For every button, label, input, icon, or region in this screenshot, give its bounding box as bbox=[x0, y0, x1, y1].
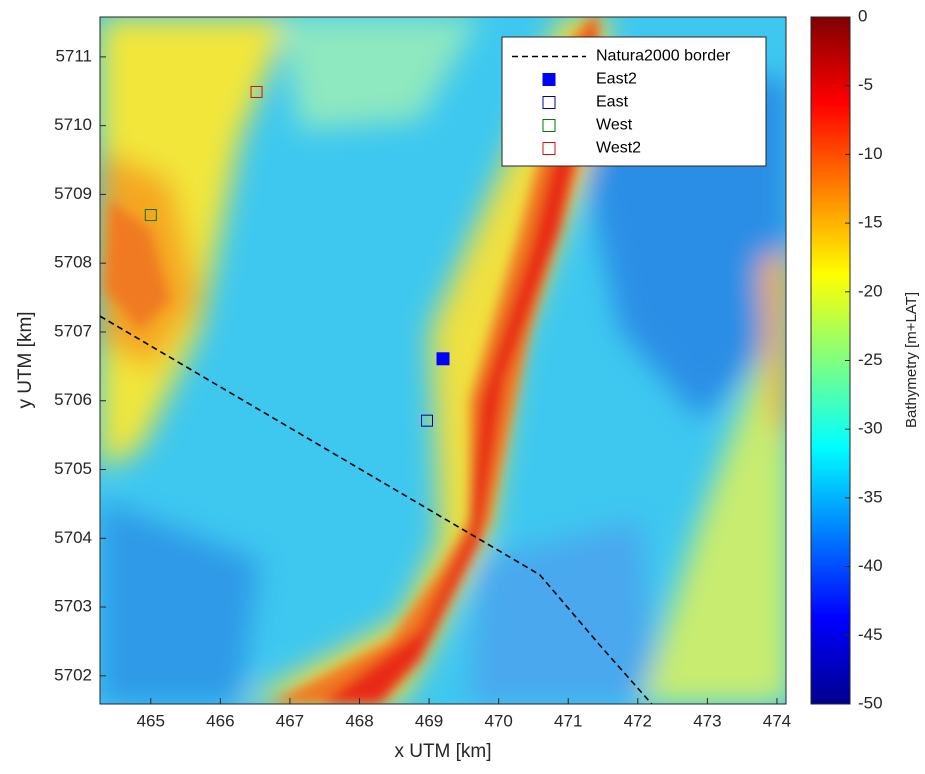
colorbar-tick-label: -30 bbox=[858, 419, 883, 438]
y-tick-label: 5702 bbox=[54, 665, 92, 684]
colorbar-tick-label: -5 bbox=[858, 75, 873, 94]
legend-label: Natura2000 border bbox=[596, 48, 731, 65]
legend-label: West bbox=[596, 117, 633, 134]
colorbar-tick-label: 0 bbox=[858, 6, 867, 25]
x-tick-label: 466 bbox=[206, 711, 234, 730]
colorbar bbox=[811, 17, 850, 704]
y-tick-label: 5708 bbox=[54, 253, 92, 272]
legend-swatch bbox=[543, 74, 555, 86]
x-tick-label: 474 bbox=[763, 711, 791, 730]
y-tick-label: 5703 bbox=[54, 597, 92, 616]
x-tick-label: 469 bbox=[415, 711, 443, 730]
y-tick-label: 5710 bbox=[54, 115, 92, 134]
colorbar-tick-label: -10 bbox=[858, 144, 883, 163]
colorbar-tick-label: -20 bbox=[858, 281, 883, 300]
legend-label: East bbox=[596, 94, 629, 111]
x-axis-label: x UTM [km] bbox=[394, 741, 491, 762]
colorbar-tick-label: -35 bbox=[858, 487, 883, 506]
y-tick-label: 5709 bbox=[54, 184, 92, 203]
colorbar-tick-label: -40 bbox=[858, 556, 883, 575]
x-tick-label: 467 bbox=[276, 711, 304, 730]
y-axis-label: y UTM [km] bbox=[15, 311, 36, 408]
x-tick-label: 465 bbox=[137, 711, 165, 730]
x-tick-label: 472 bbox=[624, 711, 652, 730]
colorbar-tick-label: -25 bbox=[858, 350, 883, 369]
legend-label: West2 bbox=[596, 140, 641, 157]
colorbar-label: Bathymetry [m+LAT] bbox=[903, 292, 920, 428]
colorbar-tick-label: -45 bbox=[858, 625, 883, 644]
y-tick-label: 5704 bbox=[54, 528, 92, 547]
y-tick-label: 5706 bbox=[54, 390, 92, 409]
x-tick-label: 468 bbox=[345, 711, 373, 730]
x-tick-label: 473 bbox=[693, 711, 721, 730]
y-tick-label: 5707 bbox=[54, 321, 92, 340]
y-tick-label: 5711 bbox=[55, 46, 92, 65]
site-marker bbox=[437, 353, 449, 365]
colorbar-tick-label: -15 bbox=[858, 213, 883, 232]
y-tick-label: 5705 bbox=[54, 459, 92, 478]
chart: 465 466 467 468 469 470 471 472 473 474 5702 5703 57… bbox=[0, 0, 925, 769]
legend-label: East2 bbox=[596, 71, 637, 88]
x-tick-label: 471 bbox=[554, 711, 582, 730]
colorbar-tick-label: -50 bbox=[858, 693, 883, 712]
x-tick-label: 470 bbox=[484, 711, 512, 730]
